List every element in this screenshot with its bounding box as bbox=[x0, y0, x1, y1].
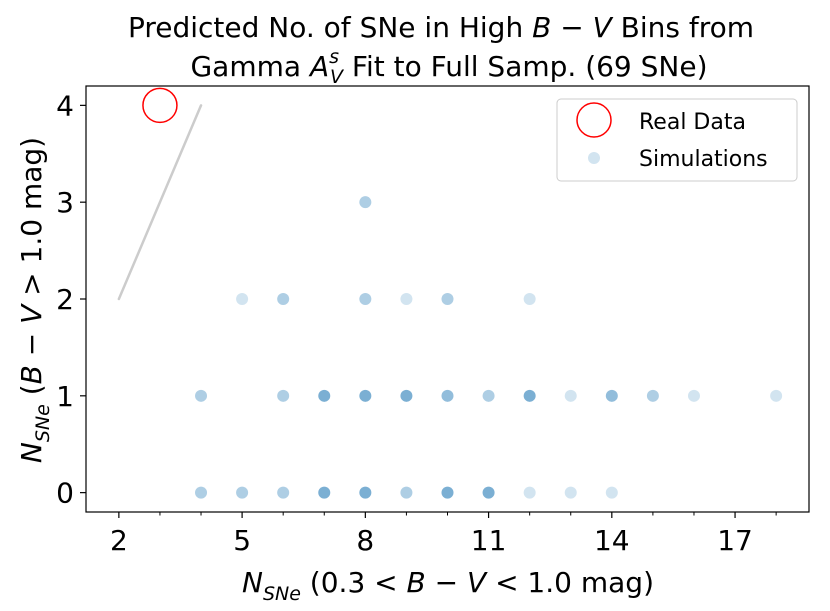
simulation-point bbox=[318, 486, 331, 499]
x-axis-ticks: 2 5 8 11 14 17 bbox=[110, 512, 777, 557]
simulation-point bbox=[359, 196, 372, 209]
title-var-b: B bbox=[532, 11, 551, 44]
simulation-point bbox=[359, 486, 372, 499]
x-tick-label: 5 bbox=[233, 524, 251, 557]
y-axis-label: NSNe (B − V > 1.0 mag) bbox=[15, 137, 54, 463]
simulation-point bbox=[564, 486, 577, 499]
simulation-point bbox=[400, 293, 413, 305]
legend-simulations-label: Simulations bbox=[639, 147, 768, 172]
simulation-point bbox=[441, 389, 454, 402]
y-tick-label: 2 bbox=[56, 283, 74, 316]
simulation-point bbox=[277, 389, 290, 402]
simulation-point bbox=[318, 389, 331, 402]
simulation-point bbox=[482, 486, 495, 499]
title-var-v: V bbox=[593, 11, 614, 44]
x-tick-label: 11 bbox=[471, 524, 507, 557]
simulation-point bbox=[236, 486, 249, 499]
y-tick-label: 0 bbox=[56, 477, 74, 510]
simulation-point bbox=[195, 486, 208, 499]
simulation-point bbox=[441, 486, 454, 499]
simulation-point bbox=[359, 293, 372, 305]
simulation-point bbox=[195, 389, 208, 402]
reference-line bbox=[117, 104, 203, 301]
x-tick-label: 14 bbox=[594, 524, 630, 557]
chart-title-line-1: Predicted No. of SNe in High B − V Bins … bbox=[128, 11, 754, 44]
simulation-points bbox=[195, 196, 783, 499]
y-axis-ticks: 0 1 2 3 4 bbox=[56, 89, 86, 510]
simulation-point bbox=[523, 486, 536, 499]
legend: Real Data Simulations bbox=[556, 98, 798, 182]
simulation-point bbox=[277, 293, 290, 305]
simulation-point bbox=[605, 389, 618, 402]
y-tick-label: 4 bbox=[56, 89, 74, 122]
y-tick-label: 3 bbox=[56, 186, 74, 219]
x-axis-label: NSNe (0.3 < B − V < 1.0 mag) bbox=[242, 566, 654, 605]
simulation-point bbox=[523, 293, 536, 305]
legend-real-data-label: Real Data bbox=[639, 110, 746, 135]
simulation-point bbox=[236, 293, 249, 305]
chart-title-line-2: Gamma As V Fit to Full Samp. (69 SNe) bbox=[190, 46, 707, 88]
x-tick-label: 17 bbox=[717, 524, 753, 557]
simulation-point bbox=[564, 389, 577, 402]
simulation-point bbox=[359, 389, 372, 402]
simulation-point bbox=[441, 293, 454, 305]
simulation-point bbox=[770, 389, 783, 402]
simulation-point bbox=[687, 389, 700, 402]
simulation-point bbox=[482, 389, 495, 402]
real-data-point bbox=[142, 87, 178, 124]
x-tick-label: 2 bbox=[110, 524, 128, 557]
simulation-point bbox=[523, 389, 536, 402]
legend-simulations-marker bbox=[588, 152, 600, 164]
simulation-point bbox=[646, 389, 659, 402]
simulation-point bbox=[605, 486, 618, 499]
simulation-point bbox=[400, 486, 413, 499]
x-tick-label: 8 bbox=[356, 524, 374, 557]
y-tick-label: 1 bbox=[56, 380, 74, 413]
simulation-point bbox=[277, 486, 290, 499]
legend-box bbox=[556, 98, 798, 182]
legend-real-data-marker bbox=[576, 102, 612, 138]
simulation-point bbox=[400, 389, 413, 402]
